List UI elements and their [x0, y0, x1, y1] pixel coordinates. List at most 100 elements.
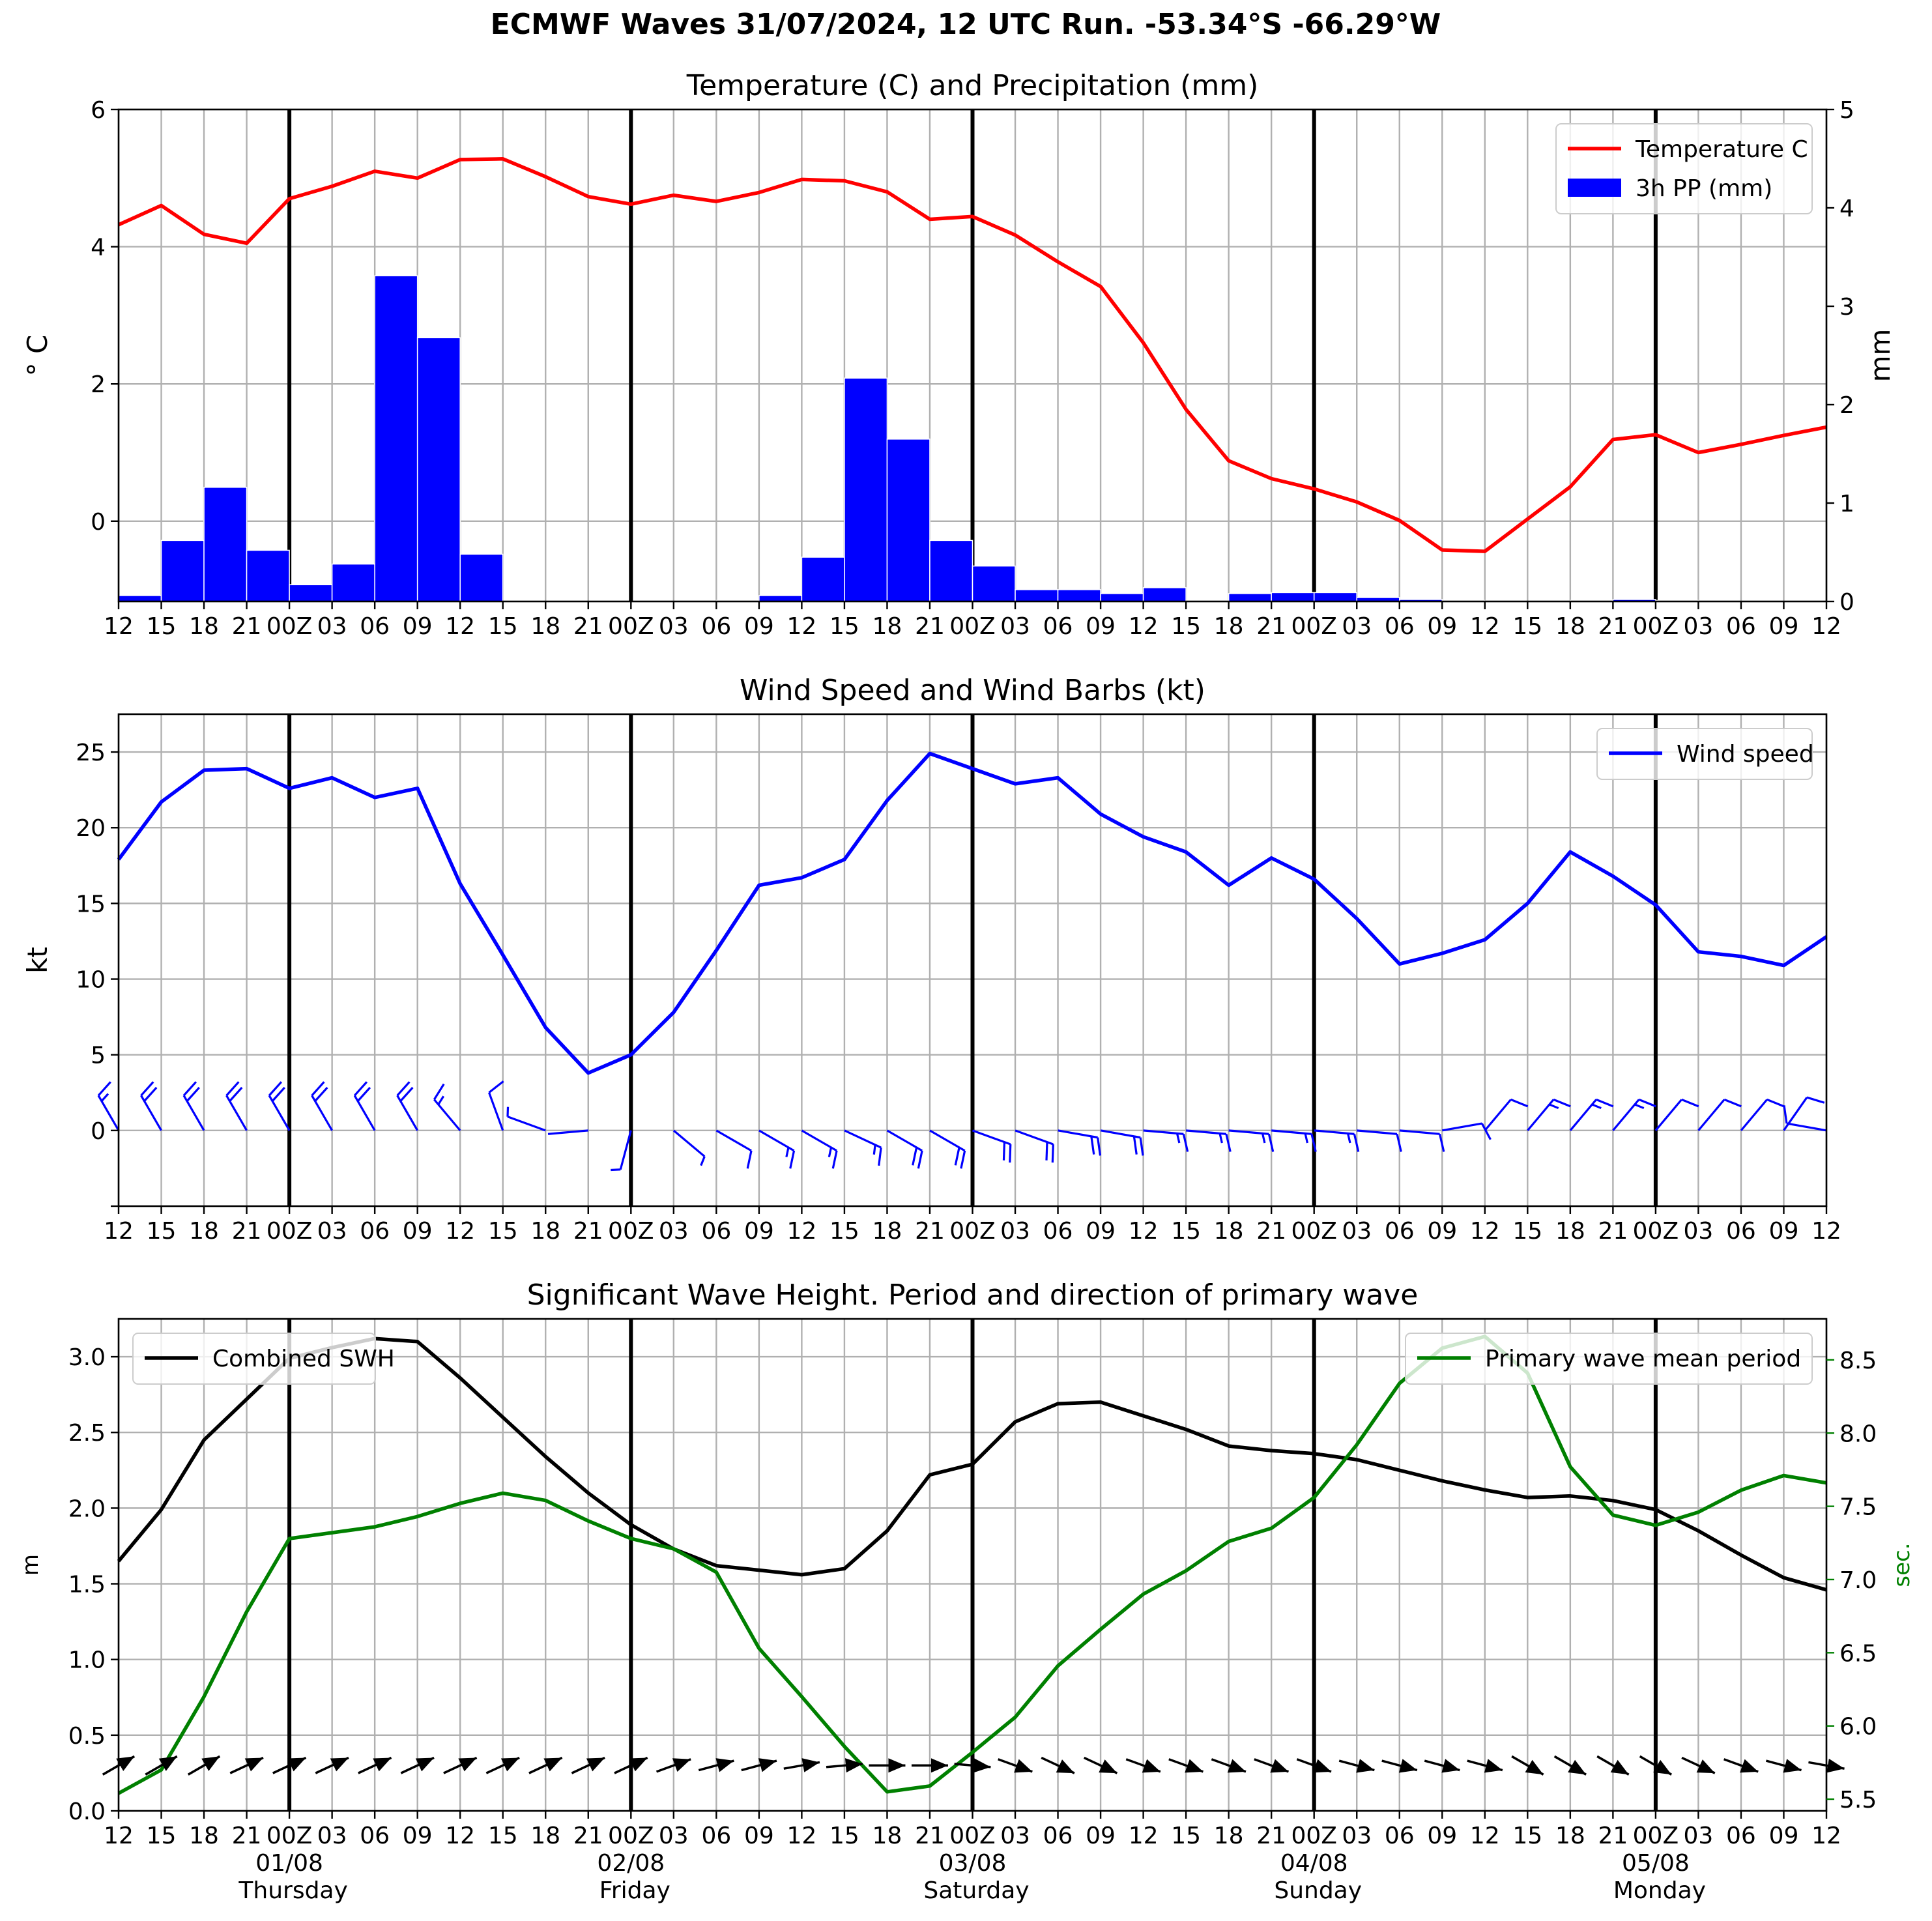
y-tick-label: 2.0 [68, 1495, 106, 1522]
primary-wave-mean-period-line [117, 1335, 1827, 1795]
precip-bar [972, 565, 1016, 602]
wind-barb-flag [878, 1147, 882, 1166]
legend-label: Combined SWH [212, 1346, 395, 1372]
wind-barb-flag [1139, 1137, 1144, 1156]
wind-barb-flag [1090, 1136, 1095, 1155]
date-label: 03/08 [939, 1850, 1007, 1877]
wind-barb-flag [1681, 1098, 1699, 1108]
x-tick-label: 15 [488, 1823, 518, 1849]
wind-barb [1484, 1099, 1512, 1131]
x-tick-label: 15 [147, 1823, 177, 1849]
x-tick-label: 15 [829, 613, 859, 640]
x-tick-label: 06 [1726, 1218, 1756, 1245]
x-tick-label: 15 [1512, 1218, 1542, 1245]
wind-barb-flag [785, 1147, 790, 1157]
wind-barb-flag [311, 1081, 325, 1097]
y2-tick-label: 7.0 [1839, 1567, 1877, 1594]
wind-barb [758, 1129, 795, 1152]
y-tick-label: 0 [91, 1118, 106, 1145]
wind-barb [1058, 1129, 1098, 1139]
wind-barb-flag [700, 1156, 706, 1166]
y-tick-label: 5 [91, 1043, 106, 1069]
wave-direction-arrowhead [586, 1757, 605, 1772]
wind-barb [396, 1095, 419, 1131]
x-tick-label: 12 [1129, 1218, 1159, 1245]
x-tick-label: 18 [530, 1823, 560, 1849]
x-tick-label: 15 [1512, 613, 1542, 640]
x-tick-label: 21 [232, 613, 262, 640]
wave-direction-arrowhead [1610, 1759, 1629, 1775]
legend-box [132, 1333, 376, 1385]
x-tick-label: 18 [1214, 1823, 1244, 1849]
wave-direction-arrowhead [201, 1756, 220, 1771]
x-tick-label: 21 [573, 1823, 603, 1849]
x-tick-label: 09 [744, 1823, 774, 1849]
x-tick-label: 03 [659, 613, 689, 640]
x-tick-label: 21 [573, 1218, 603, 1245]
wind-barb [1740, 1099, 1768, 1131]
wind-barb-flag [1002, 1142, 1006, 1161]
x-tick-label: 03 [1342, 1823, 1372, 1849]
x-tick-label: 15 [488, 1218, 518, 1245]
wind-barb [182, 1095, 205, 1131]
x-tick-label: 18 [872, 1823, 902, 1849]
x-tick-label: 12 [445, 1218, 475, 1245]
legend-label: 3h PP (mm) [1636, 175, 1772, 202]
precip-bar [844, 377, 888, 602]
y-tick-label: 2 [91, 371, 106, 398]
x-tick-label: 09 [744, 613, 774, 640]
wave-direction-arrowhead [1185, 1759, 1204, 1773]
precip-bar [1057, 589, 1101, 602]
y-axis-label: kt [22, 947, 53, 974]
wind-barb [844, 1129, 882, 1149]
x-tick-label: 12 [1129, 613, 1159, 640]
wind-barb-flag [828, 1147, 833, 1157]
wind-barb-flag [1009, 1144, 1012, 1163]
x-tick-label: 21 [1256, 1218, 1286, 1245]
y-tick-label: 0 [91, 509, 106, 536]
wind-barb-flag [1723, 1098, 1742, 1108]
x-tick-label: 18 [530, 1218, 560, 1245]
legend-box [1596, 728, 1813, 780]
wind-barb [1357, 1129, 1398, 1135]
y2-tick-label: 6.0 [1839, 1714, 1877, 1740]
x-tick-label: 09 [1769, 1218, 1799, 1245]
wind-barb-flag [1218, 1133, 1223, 1144]
x-tick-label: 00Z [1633, 1218, 1679, 1245]
wind-barb-flag [268, 1081, 283, 1097]
day-label: Thursday [238, 1877, 347, 1904]
wind-barb-flag [97, 1081, 111, 1097]
x-tick-label: 15 [1512, 1823, 1542, 1849]
date-label: 02/08 [597, 1850, 665, 1877]
precip-bar [1228, 593, 1272, 602]
x-tick-label: 09 [1086, 613, 1116, 640]
precip-bar [1313, 592, 1357, 602]
wind-barb-flag [912, 1147, 918, 1166]
x-tick-label: 12 [1470, 1218, 1500, 1245]
x-tick-label: 18 [189, 1823, 219, 1849]
x-tick-label: 18 [1555, 613, 1585, 640]
wave-direction-arrowhead [1525, 1759, 1544, 1775]
x-tick-label: 21 [915, 1823, 945, 1849]
wind-barb [268, 1095, 291, 1131]
x-tick-label: 21 [915, 1218, 945, 1245]
y2-tick-label: 3 [1839, 294, 1854, 321]
panel-title: Wind Speed and Wind Barbs (kt) [740, 674, 1205, 707]
x-tick-label: 15 [1171, 1218, 1201, 1245]
x-tick-label: 03 [1000, 613, 1030, 640]
x-tick-label: 09 [1086, 1823, 1116, 1849]
wind-barb-flag [271, 1086, 285, 1102]
y2-axis-label: sec. [1889, 1542, 1915, 1587]
wind-barb-flag [100, 1093, 109, 1102]
wave-direction-arrowhead [1142, 1759, 1161, 1773]
x-tick-label: 12 [786, 1218, 816, 1245]
wind-barb-flag [433, 1083, 445, 1101]
x-tick-label: 09 [1086, 1218, 1116, 1245]
wind-barb [225, 1095, 248, 1131]
y2-axis-label: mm [1864, 329, 1896, 383]
wind-panel: Wind Speed and Wind Barbs (kt) 0 5 10 15 20 25… [22, 674, 1841, 1245]
wave-direction-arrowhead [1740, 1759, 1759, 1773]
x-tick-label: 15 [1171, 1823, 1201, 1849]
x-tick-label: 18 [1555, 1218, 1585, 1245]
wind-barb-flag [225, 1081, 240, 1097]
